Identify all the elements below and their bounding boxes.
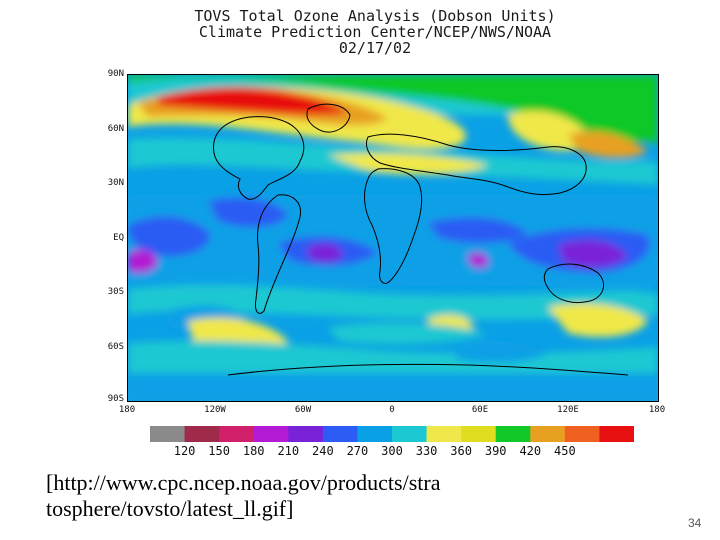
colorbar-swatch: [184, 426, 220, 442]
map-title-line1: TOVS Total Ozone Analysis (Dobson Units): [194, 7, 556, 25]
lat-label-30n: 30N: [107, 178, 124, 188]
colorbar-swatch: [426, 426, 462, 442]
colorbar-swatch: [219, 426, 255, 442]
colorbar-label: 360: [450, 444, 472, 458]
colorbar-swatch: [530, 426, 566, 442]
map-title-line2: Climate Prediction Center/NCEP/NWS/NOAA: [198, 23, 552, 41]
colorbar-label: 180: [242, 444, 265, 458]
colorbar-label: 210: [277, 444, 300, 458]
map-title: TOVS Total Ozone Analysis (Dobson Units)…: [150, 8, 600, 56]
colorbar-label: 270: [346, 444, 369, 458]
ozone-contours: [128, 75, 658, 401]
source-caption: [http://www.cpc.ncep.noaa.gov/products/s…: [46, 470, 606, 522]
colorbar-swatch: [599, 426, 634, 442]
colorbar-label: 120: [173, 444, 196, 458]
lat-label-30s: 30S: [107, 287, 124, 297]
lon-label-180w: 180: [118, 405, 136, 415]
lon-label-120e: 120E: [557, 405, 579, 415]
lon-label-0: 0: [389, 405, 395, 415]
colorbar-label: 240: [312, 444, 334, 458]
colorbar-label: 390: [484, 444, 507, 458]
colorbar-label: 150: [208, 444, 230, 458]
ozone-map-svg: [128, 75, 658, 401]
source-caption-line1: [http://www.cpc.ncep.noaa.gov/products/s…: [46, 470, 441, 495]
colorbar-swatch: [564, 426, 600, 442]
lat-label-90n: 90N: [107, 69, 124, 79]
colorbar-swatch: [357, 426, 393, 442]
colorbar: [150, 426, 634, 442]
colorbar-label: 450: [554, 444, 576, 458]
colorbar-label: 330: [415, 444, 438, 458]
source-caption-line2: tosphere/tovsto/latest_ll.gif]: [46, 496, 294, 521]
colorbar-swatch: [288, 426, 324, 442]
lat-label-60n: 60N: [107, 124, 124, 134]
colorbar-swatch: [253, 426, 289, 442]
lat-label-90s: 90S: [107, 394, 124, 404]
lon-label-120w: 120W: [204, 405, 226, 415]
colorbar-swatch: [150, 426, 186, 442]
colorbar-label: 300: [381, 444, 403, 458]
map-date: 02/17/02: [338, 39, 412, 57]
page-number: 34: [688, 516, 702, 530]
colorbar-swatch: [495, 426, 531, 442]
lat-label-eq: EQ: [113, 233, 124, 243]
lat-label-60s: 60S: [107, 342, 124, 352]
lon-label-180e: 180: [648, 405, 666, 415]
colorbar-swatch: [392, 426, 428, 442]
colorbar-label: 420: [519, 444, 542, 458]
coastlines: [213, 103, 629, 376]
lon-label-60e: 60E: [471, 405, 489, 415]
ozone-map: [127, 74, 659, 402]
colorbar-swatch: [322, 426, 358, 442]
lon-label-60w: 60W: [294, 405, 312, 415]
colorbar-swatch: [461, 426, 497, 442]
